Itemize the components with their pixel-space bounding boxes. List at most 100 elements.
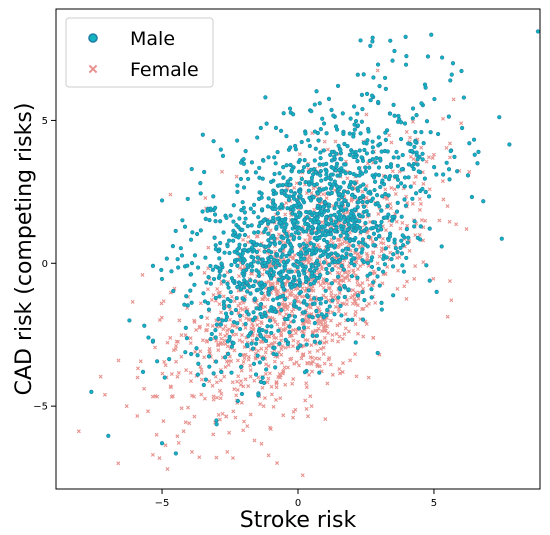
- data-point-male: [399, 214, 404, 219]
- data-point-male: [330, 267, 335, 272]
- data-point-male: [341, 230, 346, 235]
- data-point-female: [259, 441, 264, 446]
- data-point-female: [194, 328, 199, 333]
- data-point-male: [268, 268, 273, 273]
- data-point-male: [235, 284, 240, 290]
- data-point-male: [353, 118, 359, 124]
- data-point-female: [330, 332, 335, 337]
- data-point-male: [287, 330, 292, 335]
- data-point-male: [350, 186, 355, 191]
- data-point-male: [211, 139, 216, 144]
- data-point-male: [360, 289, 365, 295]
- data-point-male: [250, 346, 256, 351]
- data-point-female: [235, 387, 240, 392]
- data-point-male: [277, 341, 282, 346]
- data-point-female: [174, 359, 179, 364]
- data-point-male: [351, 256, 356, 261]
- data-point-female: [389, 223, 394, 228]
- data-point-male: [202, 169, 207, 175]
- data-point-female: [266, 334, 271, 339]
- data-point-male: [287, 250, 292, 255]
- data-point-male: [204, 280, 209, 285]
- data-point-male: [363, 220, 368, 226]
- data-point-male: [379, 208, 384, 213]
- data-point-male: [467, 141, 472, 146]
- data-point-female: [278, 373, 283, 378]
- data-point-male: [261, 336, 266, 341]
- data-point-male: [284, 163, 289, 168]
- data-point-male: [383, 130, 388, 135]
- data-point-female: [124, 404, 129, 409]
- data-point-male: [244, 342, 250, 347]
- data-point-female: [404, 296, 409, 301]
- data-point-male: [304, 209, 309, 215]
- data-point-male: [372, 179, 378, 184]
- data-point-male: [328, 186, 334, 191]
- data-point-male: [376, 165, 382, 170]
- data-point-male: [211, 194, 216, 199]
- data-point-male: [214, 422, 219, 427]
- data-point-female: [290, 381, 295, 386]
- data-point-male: [350, 150, 355, 155]
- data-point-male: [184, 336, 190, 341]
- data-point-male: [309, 271, 315, 276]
- data-point-male: [169, 269, 174, 274]
- data-point-male: [361, 182, 366, 187]
- data-point-male: [342, 141, 347, 147]
- data-point-male: [346, 287, 351, 292]
- data-point-female: [299, 329, 304, 334]
- data-point-male: [340, 111, 345, 116]
- data-point-female: [281, 328, 286, 333]
- data-point-male: [259, 280, 264, 285]
- data-point-male: [323, 200, 328, 205]
- data-point-male: [280, 293, 286, 298]
- data-point-male: [378, 223, 383, 228]
- data-point-male: [235, 183, 240, 188]
- data-point-male: [379, 300, 384, 305]
- data-point-male: [159, 198, 165, 203]
- data-point-male: [273, 265, 278, 270]
- data-point-male: [380, 178, 385, 183]
- data-point-male: [286, 258, 291, 263]
- data-point-male: [414, 113, 419, 118]
- data-point-male: [444, 160, 449, 165]
- data-point-male: [298, 213, 303, 218]
- data-point-male: [301, 241, 306, 246]
- data-point-male: [370, 150, 375, 155]
- data-point-male: [159, 441, 165, 446]
- data-point-female: [389, 140, 394, 145]
- data-point-female: [351, 270, 356, 275]
- data-point-male: [475, 161, 480, 166]
- data-point-male: [422, 176, 427, 181]
- data-point-male: [376, 173, 382, 178]
- data-point-male: [262, 282, 268, 288]
- data-point-male: [226, 285, 231, 290]
- data-point-male: [256, 260, 261, 265]
- data-point-female: [176, 440, 181, 445]
- data-point-female: [176, 370, 181, 375]
- data-point-male: [208, 337, 213, 342]
- data-point-female: [205, 327, 210, 332]
- data-point-male: [361, 140, 366, 145]
- data-point-male: [267, 258, 272, 264]
- data-point-male: [222, 273, 227, 278]
- data-point-male: [313, 249, 319, 254]
- data-point-male: [321, 204, 326, 209]
- data-point-female: [278, 396, 283, 401]
- data-point-male: [291, 112, 296, 117]
- data-point-female: [261, 404, 266, 409]
- data-point-male: [260, 327, 265, 333]
- data-point-male: [332, 206, 337, 211]
- data-point-male: [268, 308, 273, 313]
- data-point-male: [355, 275, 360, 280]
- data-point-male: [391, 155, 396, 160]
- data-point-female: [285, 288, 290, 293]
- data-point-female: [198, 324, 202, 329]
- data-point-female: [427, 187, 432, 192]
- data-point-female: [224, 359, 229, 364]
- data-point-female: [235, 379, 240, 384]
- data-point-male: [273, 191, 279, 196]
- data-point-female: [202, 355, 207, 360]
- data-point-female: [310, 369, 315, 374]
- data-point-male: [410, 196, 415, 201]
